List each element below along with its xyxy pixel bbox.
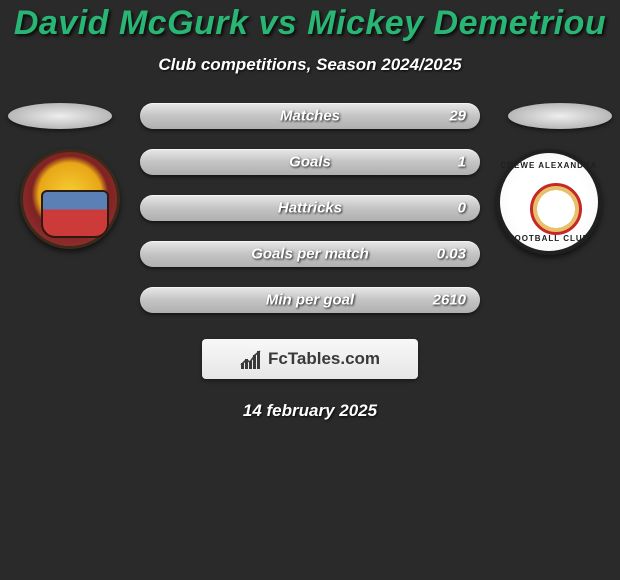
player2-name: Mickey Demetriou	[307, 4, 606, 42]
brand-box[interactable]: FcTables.com	[202, 339, 418, 379]
stat-bar: Goals 1	[140, 149, 480, 175]
footer-date: 14 february 2025	[0, 401, 620, 421]
page-title: David McGurk vs Mickey Demetriou	[0, 4, 620, 43]
stat-label: Min per goal	[266, 292, 354, 309]
subtitle: Club competitions, Season 2024/2025	[0, 55, 620, 75]
stats-bars: Matches 29 Goals 1 Hattricks 0 Goals per match…	[140, 103, 480, 313]
stat-label: Goals per match	[251, 246, 369, 263]
stat-label: Hattricks	[278, 200, 342, 217]
brand-text: FcTables.com	[268, 349, 380, 369]
comparison-card: David McGurk vs Mickey Demetriou Club co…	[0, 0, 620, 421]
stat-bar: Hattricks 0	[140, 195, 480, 221]
stat-label: Matches	[280, 108, 340, 125]
stat-bar: Matches 29	[140, 103, 480, 129]
stat-value-right: 2610	[433, 292, 466, 309]
stat-label: Goals	[289, 154, 331, 171]
stat-bar: Goals per match 0.03	[140, 241, 480, 267]
player2-avatar-placeholder	[508, 103, 612, 129]
badge-right-text-bottom: FOOTBALL CLUB	[500, 234, 598, 243]
stat-value-right: 0	[458, 200, 466, 217]
club-badge-left	[20, 149, 120, 249]
stat-value-right: 1	[458, 154, 466, 171]
stats-stage: CREWE ALEXANDRA FOOTBALL CLUB Matches 29 G…	[0, 103, 620, 313]
stat-value-right: 29	[449, 108, 466, 125]
stat-value-right: 0.03	[437, 246, 466, 263]
bar-chart-icon	[240, 349, 262, 369]
vs-text: vs	[248, 4, 307, 42]
player1-avatar-placeholder	[8, 103, 112, 129]
player1-name: David McGurk	[14, 4, 249, 42]
badge-right-text-top: CREWE ALEXANDRA	[500, 161, 598, 170]
stat-bar: Min per goal 2610	[140, 287, 480, 313]
club-badge-right: CREWE ALEXANDRA FOOTBALL CLUB	[496, 149, 602, 255]
